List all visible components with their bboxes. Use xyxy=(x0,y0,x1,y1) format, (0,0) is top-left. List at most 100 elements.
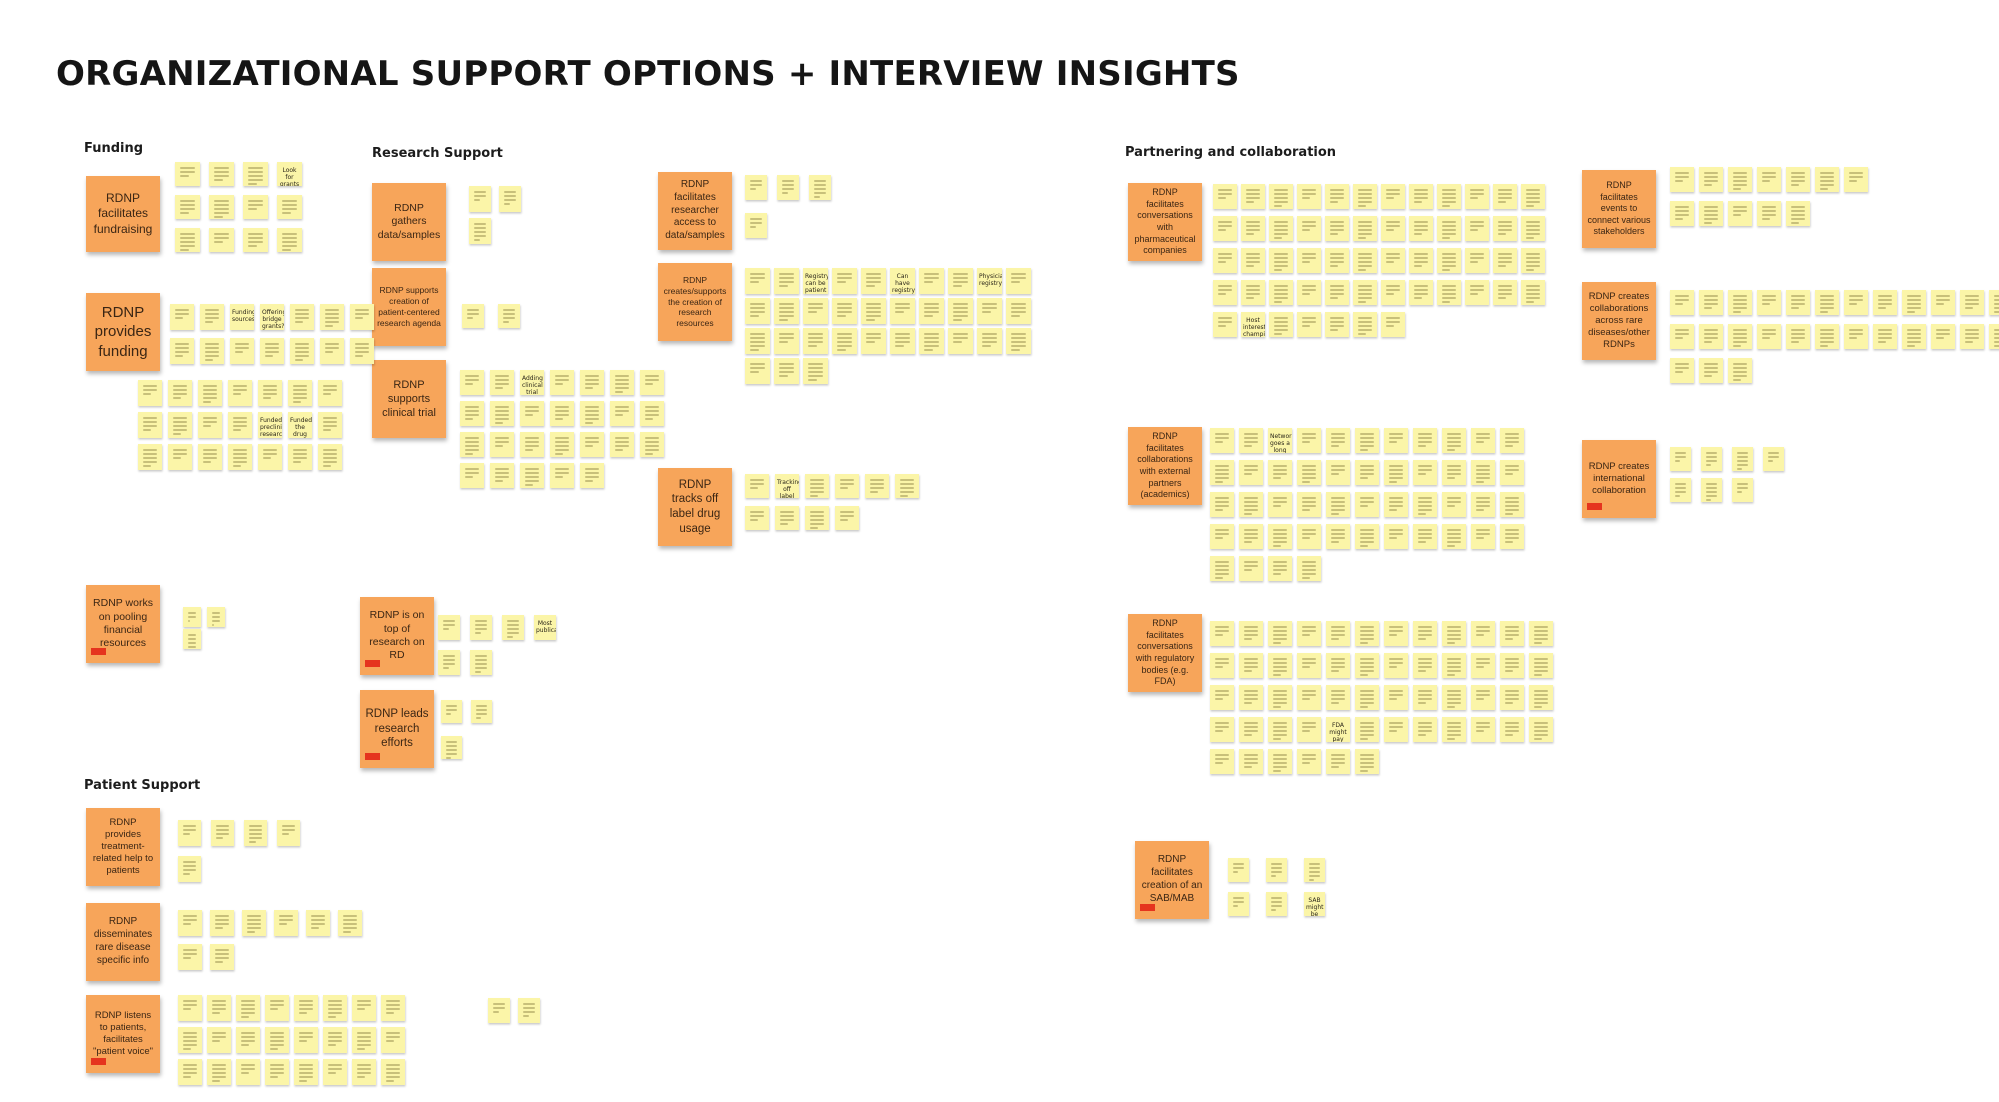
insight-sticky[interactable] xyxy=(1384,717,1408,742)
category-sticky[interactable]: RDNP gathers data/samples xyxy=(372,183,446,261)
insight-sticky[interactable] xyxy=(1325,280,1349,305)
insight-sticky[interactable] xyxy=(774,268,799,294)
insight-sticky[interactable] xyxy=(198,380,222,406)
insight-sticky[interactable] xyxy=(1210,492,1234,517)
insight-sticky[interactable] xyxy=(460,401,484,426)
insight-sticky[interactable] xyxy=(1297,556,1321,581)
insight-sticky[interactable] xyxy=(1239,492,1263,517)
insight-sticky[interactable] xyxy=(1210,621,1234,646)
insight-sticky[interactable] xyxy=(520,463,544,488)
insight-sticky[interactable] xyxy=(1521,280,1545,305)
insight-sticky[interactable] xyxy=(1213,184,1237,209)
insight-sticky[interactable] xyxy=(580,463,604,488)
insight-sticky[interactable] xyxy=(1297,685,1321,710)
insight-sticky[interactable] xyxy=(1384,492,1408,517)
insight-sticky[interactable] xyxy=(211,820,234,846)
insight-sticky[interactable] xyxy=(470,615,492,640)
insight-sticky[interactable] xyxy=(745,298,770,324)
insight-sticky[interactable] xyxy=(1353,184,1377,209)
insight-sticky[interactable] xyxy=(178,820,201,846)
insight-sticky[interactable] xyxy=(1210,524,1234,549)
insight-sticky[interactable] xyxy=(381,995,405,1021)
insight-sticky[interactable] xyxy=(1465,248,1489,273)
insight-sticky[interactable] xyxy=(1268,653,1292,678)
insight-sticky[interactable] xyxy=(1353,280,1377,305)
insight-sticky[interactable] xyxy=(1325,216,1349,241)
insight-sticky[interactable] xyxy=(1210,428,1234,453)
insight-sticky[interactable] xyxy=(1931,290,1955,315)
insight-sticky[interactable] xyxy=(610,432,634,457)
insight-sticky[interactable] xyxy=(1269,280,1293,305)
insight-sticky[interactable] xyxy=(265,1059,289,1085)
insight-sticky[interactable] xyxy=(1757,167,1781,192)
insight-sticky[interactable] xyxy=(861,328,886,354)
insight-sticky[interactable] xyxy=(1266,892,1287,916)
insight-sticky[interactable] xyxy=(1239,428,1263,453)
insight-sticky[interactable] xyxy=(207,995,231,1021)
insight-sticky[interactable] xyxy=(1409,184,1433,209)
insight-sticky[interactable] xyxy=(1326,492,1350,517)
insight-sticky[interactable]: FDA might pay for drugs xyxy=(1326,717,1350,742)
insight-sticky[interactable] xyxy=(803,298,828,324)
insight-sticky[interactable] xyxy=(1239,621,1263,646)
insight-sticky[interactable] xyxy=(1442,428,1466,453)
insight-sticky[interactable] xyxy=(1384,460,1408,485)
insight-sticky[interactable] xyxy=(1728,358,1752,383)
insight-sticky[interactable] xyxy=(1500,621,1524,646)
insight-sticky[interactable] xyxy=(1228,892,1249,916)
category-sticky[interactable]: RDNP leads research efforts xyxy=(360,690,434,768)
insight-sticky[interactable] xyxy=(200,338,224,364)
insight-sticky[interactable] xyxy=(277,195,302,219)
insight-sticky[interactable] xyxy=(1471,685,1495,710)
insight-sticky[interactable] xyxy=(323,995,347,1021)
insight-sticky[interactable] xyxy=(1471,653,1495,678)
insight-sticky[interactable] xyxy=(1213,248,1237,273)
insight-sticky[interactable] xyxy=(1326,685,1350,710)
insight-sticky[interactable] xyxy=(338,910,362,936)
insight-sticky[interactable] xyxy=(1989,324,1999,349)
insight-sticky[interactable] xyxy=(1355,524,1379,549)
insight-sticky[interactable] xyxy=(168,444,192,470)
insight-sticky[interactable] xyxy=(1500,717,1524,742)
insight-sticky[interactable] xyxy=(861,298,886,324)
insight-sticky[interactable] xyxy=(1384,653,1408,678)
insight-sticky[interactable] xyxy=(352,1059,376,1085)
category-sticky[interactable]: RDNP creates international collaboration xyxy=(1582,440,1656,518)
insight-sticky[interactable] xyxy=(1471,428,1495,453)
insight-sticky[interactable] xyxy=(490,370,514,395)
insight-sticky[interactable] xyxy=(1757,290,1781,315)
insight-sticky[interactable] xyxy=(1269,248,1293,273)
insight-sticky[interactable] xyxy=(1670,324,1694,349)
insight-sticky[interactable] xyxy=(1210,685,1234,710)
insight-sticky[interactable] xyxy=(580,370,604,395)
insight-sticky[interactable] xyxy=(1500,492,1524,517)
insight-sticky[interactable] xyxy=(1381,216,1405,241)
insight-sticky[interactable] xyxy=(1413,653,1437,678)
insight-sticky[interactable] xyxy=(381,1059,405,1085)
insight-sticky[interactable] xyxy=(228,412,252,438)
insight-sticky[interactable] xyxy=(1239,460,1263,485)
insight-sticky[interactable] xyxy=(1266,858,1287,882)
insight-sticky[interactable] xyxy=(244,820,267,846)
insight-sticky[interactable] xyxy=(352,995,376,1021)
insight-sticky[interactable] xyxy=(1699,290,1723,315)
insight-sticky[interactable] xyxy=(1493,248,1517,273)
category-sticky[interactable]: RDNP facilitates researcher access to da… xyxy=(658,172,732,250)
insight-sticky[interactable] xyxy=(469,186,491,212)
insight-sticky[interactable] xyxy=(1210,556,1234,581)
insight-sticky[interactable] xyxy=(168,412,192,438)
insight-sticky[interactable] xyxy=(1268,524,1292,549)
insight-sticky[interactable] xyxy=(209,228,234,252)
insight-sticky[interactable] xyxy=(1239,556,1263,581)
insight-sticky[interactable] xyxy=(745,268,770,294)
insight-sticky[interactable] xyxy=(228,444,252,470)
insight-sticky[interactable] xyxy=(550,370,574,395)
insight-sticky[interactable] xyxy=(1670,290,1694,315)
insight-sticky[interactable] xyxy=(745,213,767,238)
insight-sticky[interactable] xyxy=(1268,685,1292,710)
insight-sticky[interactable] xyxy=(1241,280,1265,305)
insight-sticky[interactable] xyxy=(1213,280,1237,305)
insight-sticky[interactable]: Funded the drug screen xyxy=(288,412,312,438)
insight-sticky[interactable] xyxy=(170,304,194,330)
insight-sticky[interactable] xyxy=(1529,653,1553,678)
